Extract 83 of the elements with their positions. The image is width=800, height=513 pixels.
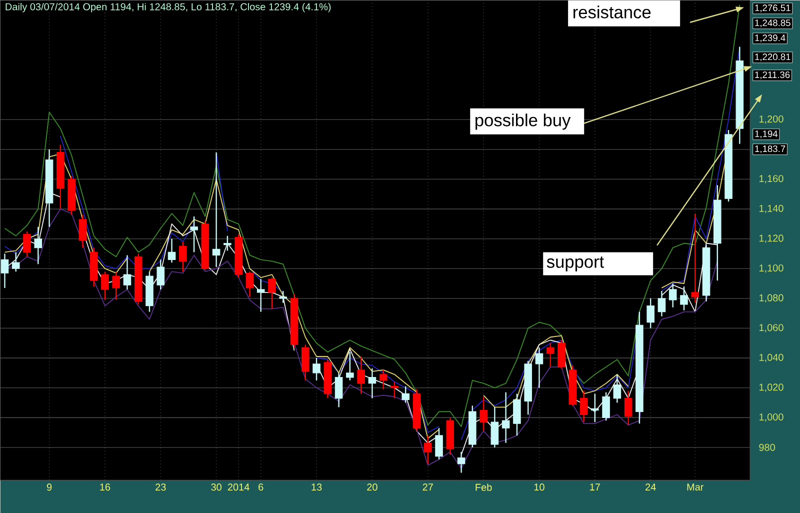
text: 1,239.4 [755, 34, 786, 42]
candlestick [156, 258, 165, 290]
chart-title: Daily 03/07/2014 Open 1194, Hi 1248.85, Lo 1183.7, Close 1239.4 (4.1%) [6, 2, 331, 12]
candlestick [558, 339, 566, 369]
candlestick [658, 290, 666, 317]
candlestick [613, 374, 622, 404]
candlestick [112, 270, 120, 300]
candlestick [179, 241, 187, 272]
y-tick-label: 1,000 [759, 413, 784, 422]
candlestick [301, 344, 310, 381]
candlestick [23, 230, 31, 258]
candlestick [513, 393, 521, 436]
candlestick [457, 451, 466, 474]
candlestick [279, 290, 288, 304]
text: 1,220.81 [755, 53, 790, 62]
annotation: possible buy [476, 114, 571, 130]
candlestick [357, 356, 365, 394]
y-tick-label: 1,120 [759, 234, 784, 243]
x-tick-label: 6 [258, 483, 264, 491]
y-tick-label: 1,160 [759, 174, 784, 184]
y-tick-label: 1,140 [759, 204, 784, 214]
candlestick [591, 393, 599, 423]
x-tick-label: 24 [646, 483, 656, 490]
candlestick [224, 235, 232, 252]
text: 1,194 [755, 130, 778, 138]
y-tick-label: 1,080 [759, 294, 784, 302]
candlestick [346, 351, 354, 381]
x-tick-label: 30 [211, 483, 222, 491]
candlestick [502, 392, 510, 444]
x-tick-label: 20 [367, 483, 378, 491]
text: 1,211.36 [755, 71, 790, 80]
x-tick-label: 13 [312, 483, 322, 491]
x-tick-label: 23 [156, 483, 166, 491]
y-tick-label: 1,100 [759, 264, 784, 273]
candlestick [691, 212, 700, 304]
candlestick [680, 286, 688, 311]
candlestick [312, 357, 320, 381]
x-tick-label: 9 [46, 483, 52, 491]
annotation: resistance [574, 6, 651, 18]
candlestick [101, 270, 109, 300]
y-tick-label: 1,020 [759, 384, 784, 392]
y-tick-label: 1,060 [759, 324, 784, 332]
candlestick [435, 427, 443, 460]
candlestick [246, 270, 254, 298]
candlestick [212, 152, 220, 268]
x-tick-label: 16 [100, 483, 110, 491]
y-tick-label: 1,200 [759, 115, 784, 124]
text: 1,183.7 [755, 145, 786, 154]
candlestick [424, 434, 432, 464]
candlestick [123, 254, 132, 290]
candlestick [490, 406, 499, 448]
candlestick [190, 216, 198, 253]
candlestick [546, 342, 554, 368]
candlestick [668, 282, 677, 308]
y-tick-label: 980 [759, 444, 775, 451]
candlestick [168, 238, 176, 264]
candlestick [368, 368, 376, 399]
x-tick-label: Feb [476, 483, 492, 491]
candlestick [624, 390, 632, 426]
candlestick [34, 226, 42, 265]
candlestick [580, 390, 588, 423]
candlestick [390, 381, 398, 399]
x-tick-label: 17 [590, 483, 600, 490]
candlestick [602, 392, 610, 422]
candlestick [78, 214, 87, 248]
candlestick [0, 253, 9, 288]
text: 1,248.85 [755, 19, 790, 28]
candlestick [334, 372, 343, 408]
candlestick [646, 298, 654, 329]
candlestick [379, 369, 388, 390]
candlestick [12, 252, 20, 272]
candlestick [535, 346, 544, 388]
x-tick-label: 2014 [228, 483, 250, 491]
candlestick [256, 278, 265, 312]
x-tick-label: 10 [534, 483, 544, 491]
annotation: support [546, 256, 604, 272]
x-tick-label: 27 [422, 483, 433, 490]
candlestick [480, 396, 488, 432]
candlestick [402, 386, 410, 404]
text: 1,276.51 [755, 4, 790, 12]
candlestick [268, 276, 276, 310]
x-tick-label: Mar [687, 483, 704, 490]
y-tick-label: 1,040 [759, 354, 784, 362]
